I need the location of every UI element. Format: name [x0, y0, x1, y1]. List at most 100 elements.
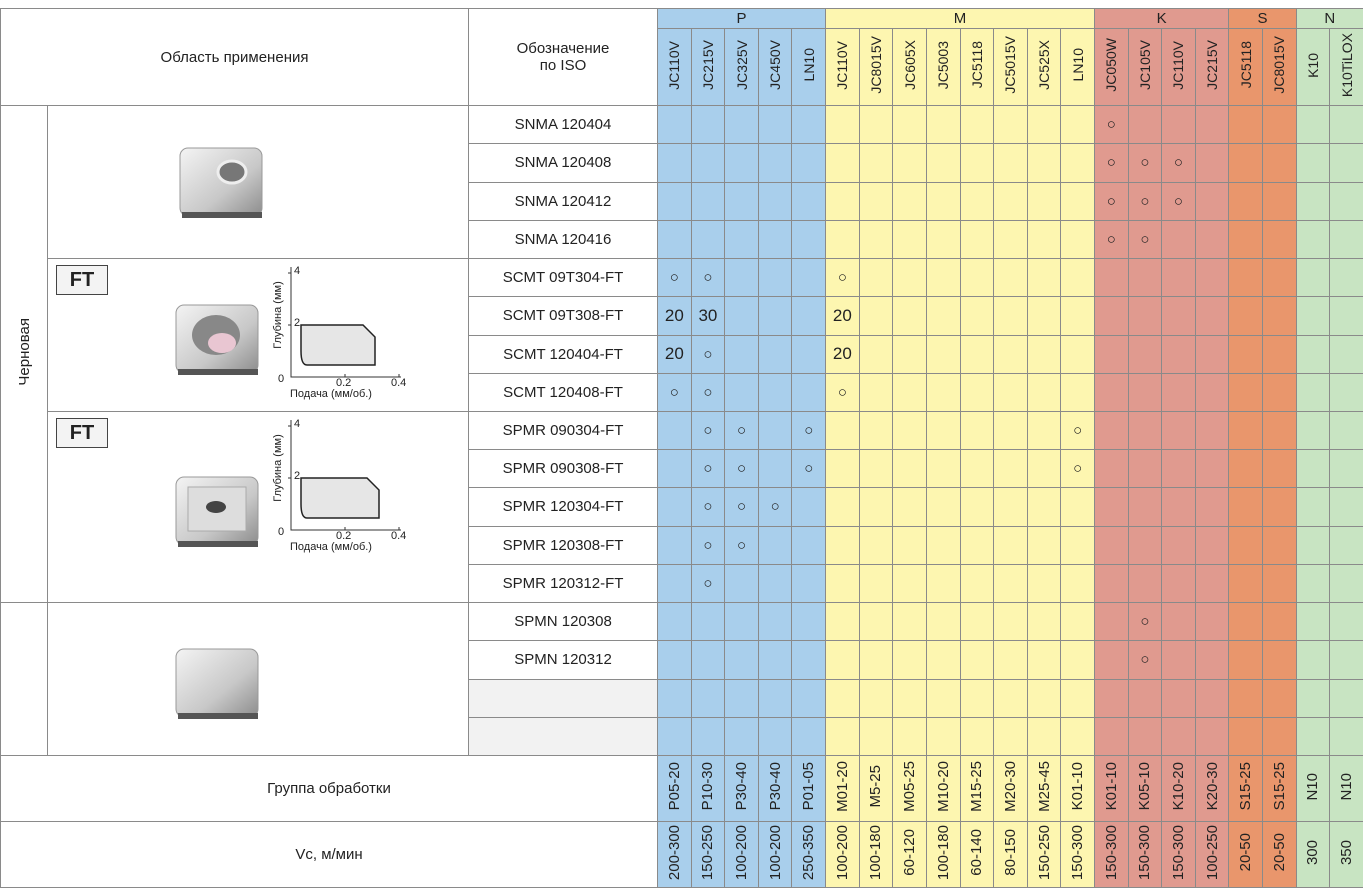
- grade-cell: [994, 182, 1028, 220]
- grade-cell: [994, 564, 1028, 602]
- grade-cell: [1061, 564, 1095, 602]
- footer-value: N10: [1304, 773, 1321, 801]
- grade-cell: [1229, 603, 1263, 641]
- grade-cell: [1061, 641, 1095, 679]
- grade-cell: [859, 335, 893, 373]
- grade-cell: [994, 641, 1028, 679]
- grade-cell: [1195, 450, 1229, 488]
- grade-name: JC450V: [767, 40, 783, 90]
- grade-cell: [1162, 412, 1196, 450]
- grade-cell: [758, 641, 792, 679]
- grade-header: JC110V: [658, 29, 692, 106]
- grade-cell: [1162, 603, 1196, 641]
- grade-cell: [1027, 220, 1061, 258]
- grade-cell: ○: [691, 412, 725, 450]
- grade-cell: [1094, 603, 1128, 641]
- iso-cell: SNMA 120412: [469, 182, 658, 220]
- grade-cell: [1128, 106, 1162, 144]
- grade-cell: [1027, 488, 1061, 526]
- x-tick-label: 0.4: [391, 377, 406, 389]
- grade-cell: ○: [658, 373, 692, 411]
- footer-value: 60-120: [901, 829, 918, 876]
- grade-cell: [1027, 717, 1061, 755]
- grade-cell: [1195, 144, 1229, 182]
- grade-cell: [826, 182, 860, 220]
- grade-cell: [658, 526, 692, 564]
- grade-cell: [792, 679, 826, 717]
- grade-cell: [658, 144, 692, 182]
- footer-value: 150-250: [1036, 825, 1053, 880]
- grade-cell: [1229, 182, 1263, 220]
- grade-cell: [1330, 144, 1363, 182]
- grade-cell: [960, 220, 994, 258]
- y-tick-label: 2: [294, 470, 300, 482]
- grade-cell: [1263, 297, 1297, 335]
- grade-cell: [658, 603, 692, 641]
- grade-cell: [1330, 564, 1363, 602]
- grade-cell: [994, 679, 1028, 717]
- insert-image: [48, 412, 469, 602]
- grade-cell: [1195, 526, 1229, 564]
- group-header: M: [826, 9, 1095, 29]
- grade-cell: ○: [725, 526, 759, 564]
- grade-cell: [658, 450, 692, 488]
- grade-cell: [1128, 564, 1162, 602]
- grade-cell: [725, 679, 759, 717]
- grade-header: LN10: [792, 29, 826, 106]
- grade-cell: [859, 220, 893, 258]
- footer-cell: 150-300: [1128, 822, 1162, 888]
- grade-cell: [1330, 488, 1363, 526]
- grade-cell: [994, 488, 1028, 526]
- footer-value: 300: [1304, 840, 1321, 865]
- footer-cell: 150-300: [1061, 822, 1095, 888]
- grade-cell: [1027, 641, 1061, 679]
- grade-cell: [1229, 373, 1263, 411]
- grade-cell: [893, 641, 927, 679]
- grade-cell: [1229, 144, 1263, 182]
- grade-name: JC605X: [902, 40, 918, 90]
- grade-cell: [691, 220, 725, 258]
- grade-cell: [1094, 679, 1128, 717]
- grade-cell: [1229, 641, 1263, 679]
- footer-cell: 100-180: [859, 822, 893, 888]
- footer-value: 60-140: [968, 829, 985, 876]
- grade-cell: [1162, 259, 1196, 297]
- group-header: N: [1296, 9, 1363, 29]
- footer-value: M15-25: [968, 761, 985, 812]
- grade-cell: [1263, 564, 1297, 602]
- grade-cell: [1330, 412, 1363, 450]
- footer-cell: M15-25: [960, 756, 994, 822]
- iso-cell: SPMR 090308-FT: [469, 450, 658, 488]
- grade-cell: [725, 373, 759, 411]
- grade-cell: [926, 603, 960, 641]
- grade-cell: [893, 220, 927, 258]
- grade-cell: [1162, 335, 1196, 373]
- grade-cell: [826, 564, 860, 602]
- grade-cell: [792, 259, 826, 297]
- grade-cell: [758, 373, 792, 411]
- grade-cell: [1128, 488, 1162, 526]
- grade-cell: [758, 182, 792, 220]
- grade-cell: [725, 603, 759, 641]
- iso-cell: [469, 679, 658, 717]
- grade-cell: [1263, 259, 1297, 297]
- image-cell: [48, 106, 469, 259]
- grade-cell: [691, 641, 725, 679]
- grade-cell: [893, 144, 927, 182]
- footer-cell: K01-10: [1094, 756, 1128, 822]
- grade-name: K10TiLOX: [1339, 33, 1355, 97]
- grade-cell: [994, 144, 1028, 182]
- footer-cell: S15-25: [1229, 756, 1263, 822]
- grade-cell: [826, 717, 860, 755]
- image-box: [48, 603, 469, 755]
- grade-cell: [960, 106, 994, 144]
- grade-cell: [725, 106, 759, 144]
- footer-value: 20-50: [1237, 833, 1254, 871]
- footer-value: 80-150: [1002, 829, 1019, 876]
- grade-cell: [1094, 641, 1128, 679]
- grade-cell: [1094, 297, 1128, 335]
- grade-cell: [758, 144, 792, 182]
- grade-cell: [1229, 717, 1263, 755]
- grade-cell: [1330, 450, 1363, 488]
- grade-cell: [859, 526, 893, 564]
